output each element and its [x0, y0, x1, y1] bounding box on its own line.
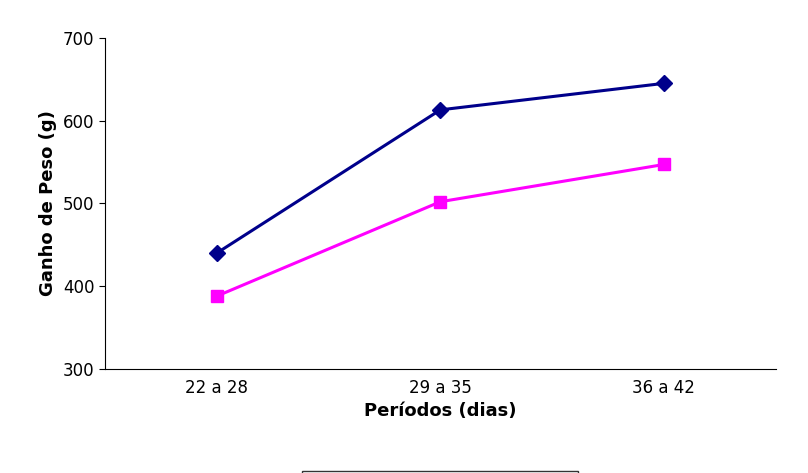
Legend: Macho, Fêmea: Macho, Fêmea — [302, 471, 579, 473]
Y-axis label: Ganho de Peso (g): Ganho de Peso (g) — [40, 111, 57, 296]
X-axis label: Períodos (dias): Períodos (dias) — [364, 402, 516, 420]
